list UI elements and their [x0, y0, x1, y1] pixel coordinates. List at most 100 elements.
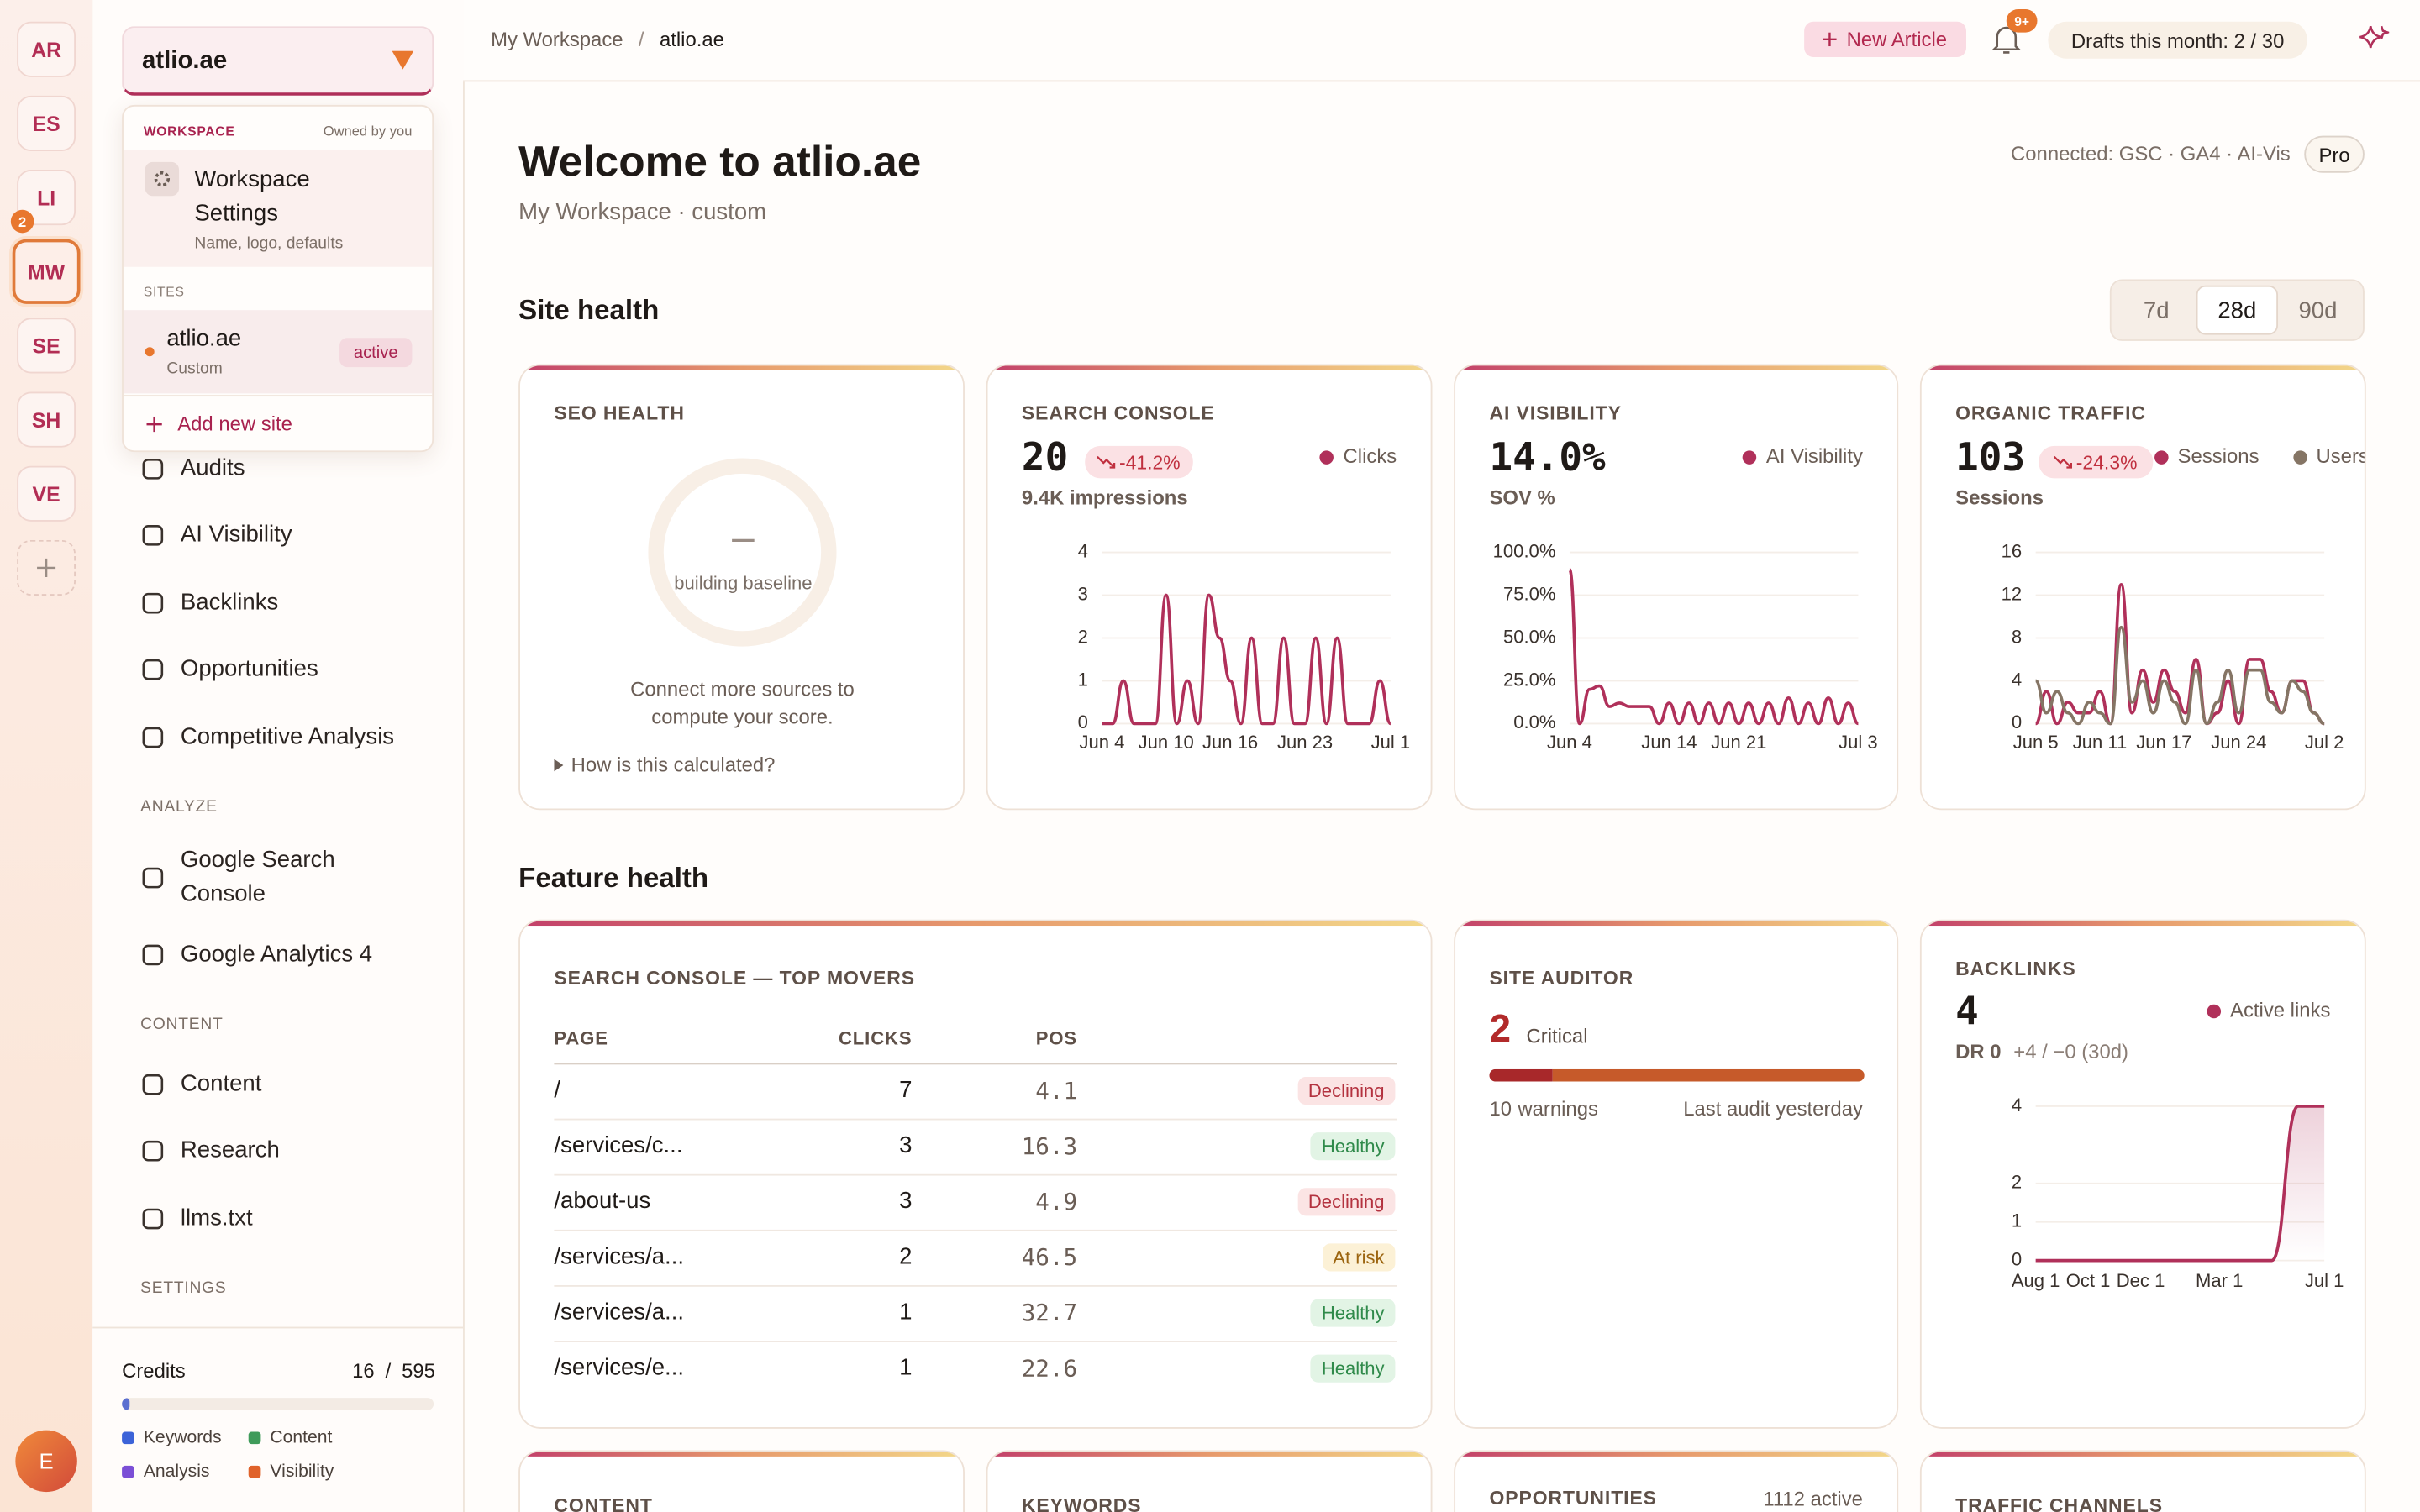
x-tick-label: Jun 23 [1277, 732, 1333, 753]
legend-entry: Active links [2207, 998, 2330, 1022]
page-subtitle: My Workspace · custom [518, 198, 767, 226]
line [1568, 568, 1860, 726]
sparkle[interactable] [2359, 24, 2390, 55]
nav-icon [142, 592, 164, 614]
nav-item[interactable]: Audits [92, 435, 463, 502]
page-title: Welcome to atlio.ae [518, 137, 922, 186]
nav: Audits AI Visibility Backlinks Opportunitie… [92, 435, 463, 1324]
card-label: ORGANIC TRAFFIC [1955, 402, 2146, 425]
nav-item[interactable]: llms.txt [92, 1185, 463, 1252]
metric-value: 103 [1955, 434, 2026, 480]
range-button[interactable]: 28d [2196, 285, 2278, 335]
site-row[interactable]: atlio.ae Custom active [123, 310, 433, 394]
legend-entry: Content [248, 1425, 403, 1450]
nav-item[interactable]: Content [92, 1051, 463, 1118]
score-text: Connect more sources to compute your sco… [630, 677, 855, 728]
nav-item[interactable]: Competitive Analysis [92, 704, 463, 771]
nav-text: Audits [180, 454, 245, 481]
nav-item[interactable]: Research [92, 1118, 463, 1185]
y-tick-label: 100.0% [1493, 540, 1556, 561]
legend-text: Users [2316, 444, 2366, 468]
site-dot [145, 347, 155, 357]
workspace-chip[interactable]: VE [17, 465, 76, 522]
add-site-text: Add new site [177, 412, 292, 435]
legend-text: Content [270, 1428, 333, 1447]
x-tick-label: Jun 4 [1547, 732, 1592, 753]
crumb: atlio.ae [659, 28, 724, 51]
line-chart: 0 1 2 3 4 Jun 4 Jun 10 Jun 16 Jun 23 Jul 1 [1078, 540, 1411, 753]
critical-label: Critical [1526, 1024, 1588, 1048]
nav-icon [142, 458, 164, 480]
nav-icon [142, 1141, 164, 1162]
legend: AI Visibility [1743, 444, 1863, 469]
delta-text: -24.3% [2075, 451, 2138, 473]
nav-item[interactable]: AI Visibility [92, 502, 463, 570]
credits-fill [122, 1398, 131, 1410]
workspace-chip[interactable]: MW [12, 239, 81, 304]
legend-text: Clicks [1343, 444, 1397, 468]
x-tick-label: Jul 1 [1371, 732, 1411, 753]
settings-sub: Name, logo, defaults [194, 234, 344, 254]
add-workspace[interactable] [17, 539, 76, 596]
range-button[interactable]: 90d [2298, 297, 2338, 323]
nav-item[interactable]: Google Analytics 4 [92, 921, 463, 989]
status-pill: At risk [1322, 1243, 1396, 1272]
card-label: SEARCH CONSOLE [1021, 402, 1215, 425]
range-toggle: 7d 28d 90d [2109, 279, 2365, 341]
avatar[interactable]: E [15, 1430, 77, 1493]
last-audit: Last audit yesterday [1683, 1096, 1863, 1121]
nav-section-label: ANALYZE [140, 796, 218, 816]
x-tick-label: Oct 1 [2066, 1270, 2111, 1291]
nav-icon [142, 1074, 164, 1095]
card-label: SEARCH CONSOLE — TOP MOVERS [554, 967, 916, 990]
workspace-chip[interactable]: ES [17, 95, 76, 152]
workspace-chip[interactable]: SE [17, 318, 76, 374]
workspace-settings[interactable]: Workspace Settings Name, logo, defaults [123, 150, 433, 267]
legend-entry: Users [2292, 444, 2366, 469]
nav-item[interactable]: Google Search Console [92, 832, 463, 922]
line [1102, 593, 1392, 726]
legend-dot [2154, 449, 2169, 464]
workspace-badge: 2 [10, 209, 34, 234]
how-calculated[interactable]: How is this calculated? [554, 753, 775, 776]
legend-dot [1743, 449, 1757, 464]
nav-icon [142, 945, 164, 966]
legend-dot [248, 1465, 261, 1478]
range-button[interactable]: 7d [2143, 297, 2170, 323]
legend-dot [2207, 1003, 2222, 1018]
new-article[interactable]: New Article [1804, 21, 1967, 57]
y-tick-label: 3 [1078, 583, 1088, 604]
header-divider [554, 1063, 1397, 1065]
workspace-chip[interactable]: AR [17, 21, 76, 77]
credits: Credits 16 / 595 Keywords Content Analysis Vi… [92, 1326, 464, 1512]
legend-dot [1320, 449, 1334, 464]
legend-dot [248, 1431, 261, 1445]
workspace-chip[interactable]: SH [17, 391, 76, 448]
add-site[interactable]: Add new site [146, 412, 292, 435]
credits-bar [122, 1398, 434, 1410]
link-text: How is this calculated? [571, 753, 776, 776]
score: – [732, 513, 755, 560]
nav-item[interactable]: Opportunities [92, 637, 463, 704]
metric-sub: 9.4K impressions [1021, 486, 1188, 510]
nav-text: Content [180, 1070, 262, 1097]
nav-item[interactable]: Backlinks [92, 570, 463, 637]
y-tick-label: 16 [2002, 540, 2023, 561]
y-tick-label: 0.0% [1513, 711, 1555, 732]
card-label: OPPORTUNITIES [1489, 1487, 1657, 1509]
crumb[interactable]: My Workspace [491, 28, 623, 51]
cell-clicks: 1 [899, 1299, 913, 1326]
status-pill: Healthy [1310, 1354, 1396, 1383]
legend: Sessions Users [2154, 444, 2366, 469]
legend-text: Active links [2230, 998, 2331, 1021]
legend-entry: Clicks [1320, 444, 1397, 469]
card-note: 1112 active [1763, 1487, 1863, 1511]
workspace-select[interactable]: atlio.ae [122, 26, 434, 96]
cell-pos: 46.5 [1021, 1243, 1078, 1272]
legend-text: Visibility [270, 1462, 334, 1482]
cell-page: /about-us [554, 1188, 651, 1215]
notification-badge: 9+ [2006, 9, 2038, 33]
feature-card: CONTENT [518, 1450, 965, 1512]
nav-item[interactable]: Site Settings [92, 1314, 463, 1324]
y-tick-label: 75.0% [1503, 583, 1555, 604]
